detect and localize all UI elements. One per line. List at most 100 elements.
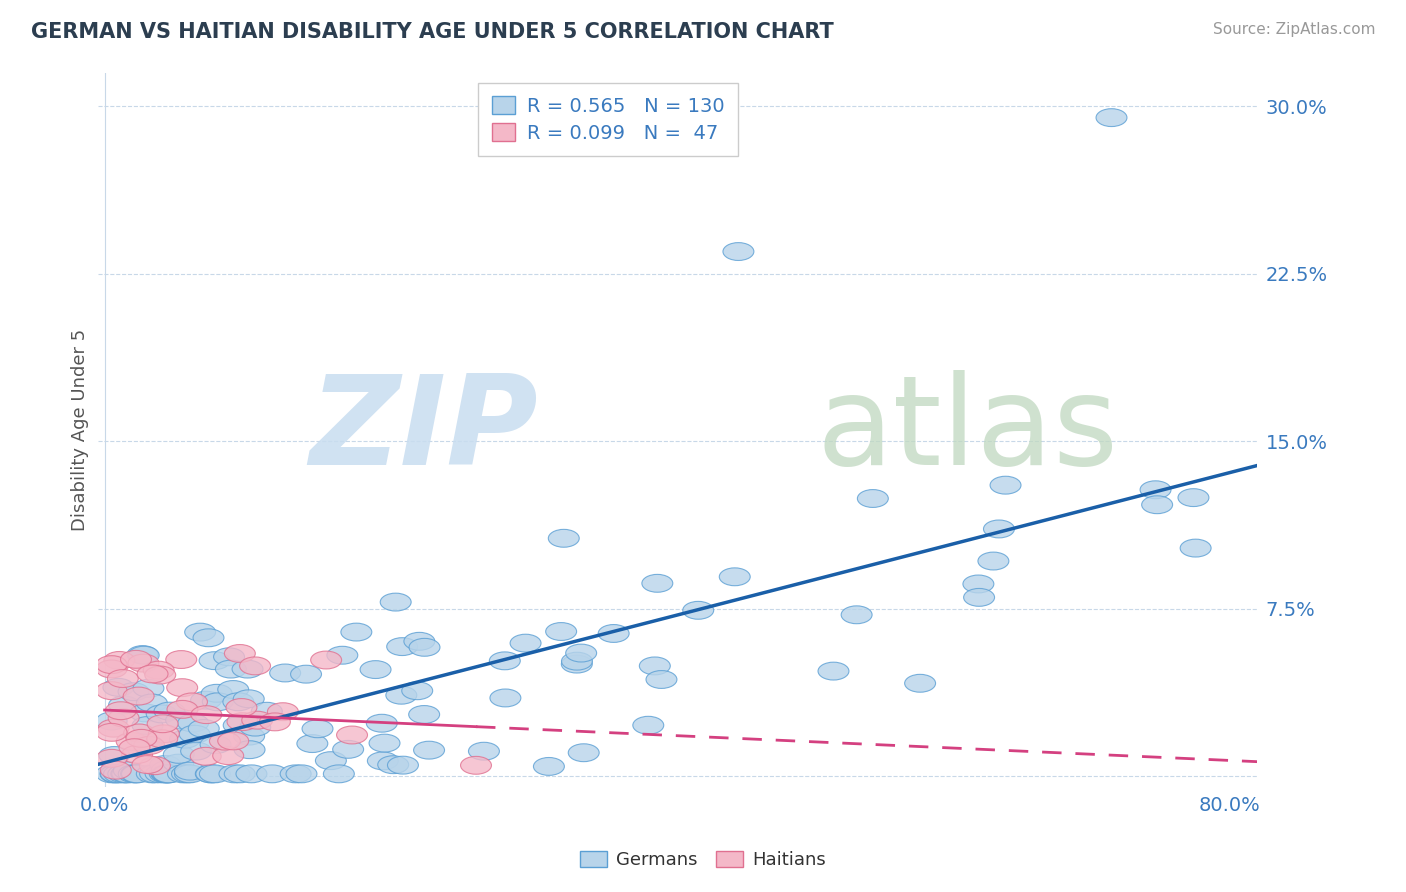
Ellipse shape <box>209 732 240 750</box>
Ellipse shape <box>723 243 754 260</box>
Ellipse shape <box>172 765 202 783</box>
Ellipse shape <box>409 706 440 723</box>
Ellipse shape <box>963 589 994 607</box>
Ellipse shape <box>323 765 354 783</box>
Ellipse shape <box>134 680 165 698</box>
Ellipse shape <box>145 666 176 684</box>
Ellipse shape <box>333 740 364 758</box>
Ellipse shape <box>233 727 264 745</box>
Y-axis label: Disability Age Under 5: Disability Age Under 5 <box>72 329 89 532</box>
Ellipse shape <box>561 655 592 673</box>
Text: atlas: atlas <box>817 369 1119 491</box>
Ellipse shape <box>132 716 163 734</box>
Ellipse shape <box>174 765 205 783</box>
Ellipse shape <box>1178 489 1209 507</box>
Ellipse shape <box>121 765 152 783</box>
Ellipse shape <box>201 684 232 702</box>
Ellipse shape <box>148 714 179 732</box>
Ellipse shape <box>131 734 162 752</box>
Ellipse shape <box>180 742 211 760</box>
Ellipse shape <box>598 624 628 642</box>
Ellipse shape <box>195 765 226 783</box>
Ellipse shape <box>645 671 676 689</box>
Ellipse shape <box>224 716 254 734</box>
Ellipse shape <box>152 765 183 783</box>
Ellipse shape <box>404 632 434 650</box>
Ellipse shape <box>385 686 416 704</box>
Ellipse shape <box>136 765 167 783</box>
Ellipse shape <box>461 756 492 774</box>
Ellipse shape <box>242 711 273 729</box>
Ellipse shape <box>533 757 564 775</box>
Ellipse shape <box>149 765 180 783</box>
Ellipse shape <box>232 660 263 678</box>
Ellipse shape <box>150 756 181 773</box>
Ellipse shape <box>226 698 257 716</box>
Ellipse shape <box>841 606 872 624</box>
Ellipse shape <box>111 765 142 783</box>
Ellipse shape <box>127 730 157 747</box>
Ellipse shape <box>1140 481 1171 499</box>
Ellipse shape <box>121 746 152 764</box>
Ellipse shape <box>100 765 131 783</box>
Ellipse shape <box>105 702 136 720</box>
Ellipse shape <box>380 593 411 611</box>
Text: GERMAN VS HAITIAN DISABILITY AGE UNDER 5 CORRELATION CHART: GERMAN VS HAITIAN DISABILITY AGE UNDER 5… <box>31 22 834 42</box>
Ellipse shape <box>280 765 311 783</box>
Ellipse shape <box>96 749 127 767</box>
Ellipse shape <box>163 746 194 764</box>
Ellipse shape <box>107 670 138 688</box>
Ellipse shape <box>236 765 267 783</box>
Ellipse shape <box>136 694 167 712</box>
Ellipse shape <box>904 674 935 692</box>
Ellipse shape <box>200 652 231 670</box>
Ellipse shape <box>146 730 177 747</box>
Ellipse shape <box>132 756 163 773</box>
Ellipse shape <box>155 702 186 720</box>
Ellipse shape <box>633 716 664 734</box>
Ellipse shape <box>163 755 194 772</box>
Ellipse shape <box>145 765 176 783</box>
Ellipse shape <box>174 763 205 780</box>
Ellipse shape <box>152 761 183 779</box>
Ellipse shape <box>219 765 250 783</box>
Ellipse shape <box>170 731 201 748</box>
Ellipse shape <box>139 756 170 774</box>
Ellipse shape <box>561 652 592 670</box>
Ellipse shape <box>200 765 231 783</box>
Ellipse shape <box>121 765 152 783</box>
Ellipse shape <box>98 747 129 764</box>
Ellipse shape <box>146 705 177 723</box>
Ellipse shape <box>118 765 149 783</box>
Ellipse shape <box>1097 109 1128 127</box>
Ellipse shape <box>489 689 520 706</box>
Ellipse shape <box>152 765 183 783</box>
Ellipse shape <box>96 660 127 678</box>
Ellipse shape <box>565 644 596 662</box>
Ellipse shape <box>367 752 398 770</box>
Ellipse shape <box>128 647 159 665</box>
Ellipse shape <box>1142 496 1173 514</box>
Ellipse shape <box>177 714 208 732</box>
Ellipse shape <box>409 639 440 657</box>
Ellipse shape <box>139 765 170 783</box>
Ellipse shape <box>983 520 1014 538</box>
Legend: R = 0.565   N = 130, R = 0.099   N =  47: R = 0.565 N = 130, R = 0.099 N = 47 <box>478 83 738 156</box>
Ellipse shape <box>285 765 316 783</box>
Ellipse shape <box>108 765 139 783</box>
Ellipse shape <box>548 529 579 547</box>
Ellipse shape <box>257 765 288 783</box>
Ellipse shape <box>336 726 367 744</box>
Ellipse shape <box>100 765 131 783</box>
Ellipse shape <box>96 656 127 673</box>
Ellipse shape <box>225 645 256 663</box>
Ellipse shape <box>167 679 198 697</box>
Ellipse shape <box>215 660 246 678</box>
Ellipse shape <box>818 662 849 680</box>
Ellipse shape <box>226 713 257 731</box>
Ellipse shape <box>167 700 198 718</box>
Ellipse shape <box>98 719 129 737</box>
Ellipse shape <box>188 720 219 738</box>
Ellipse shape <box>104 765 135 783</box>
Ellipse shape <box>224 693 254 711</box>
